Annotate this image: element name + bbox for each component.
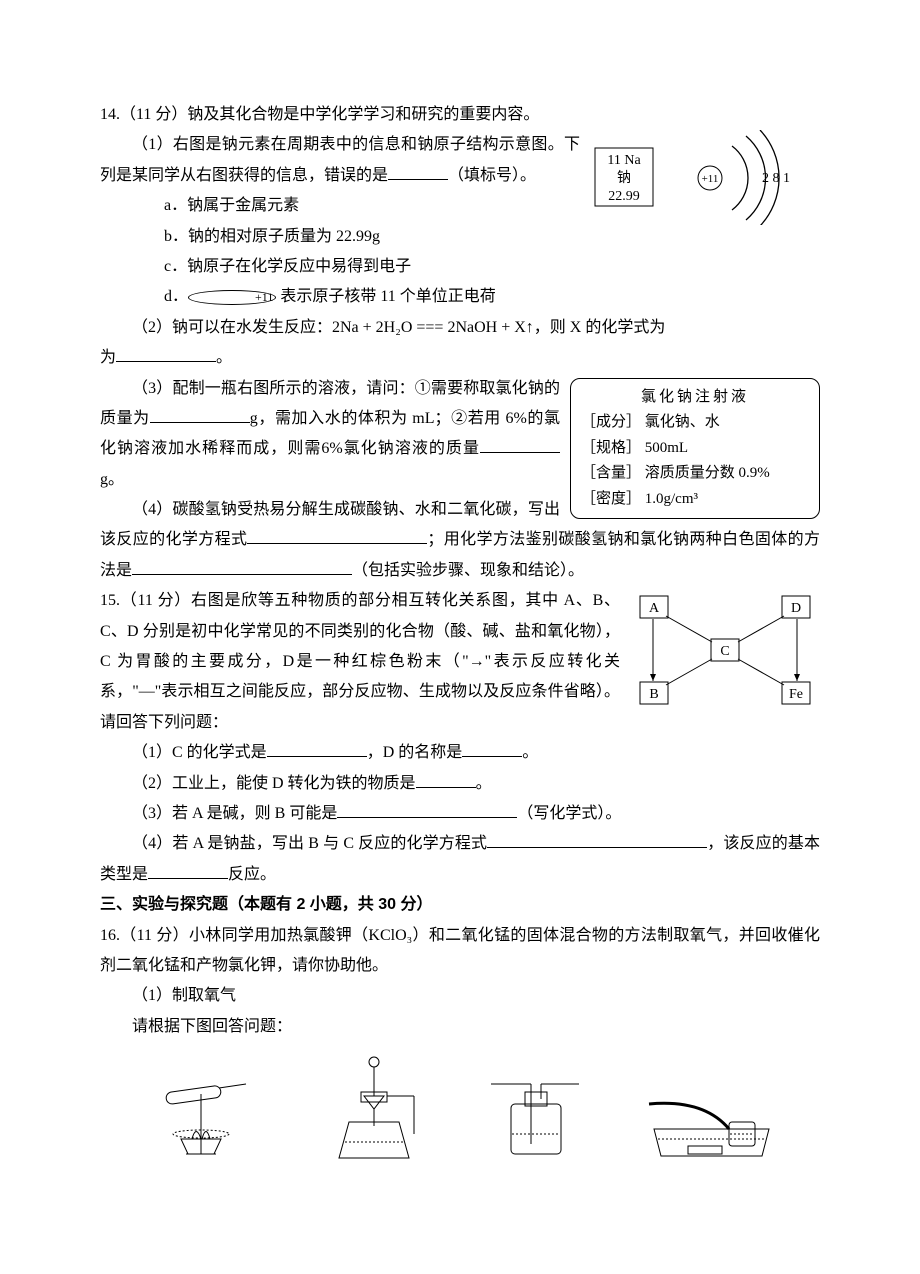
box-l2: ［规格］ 500mL [581,436,809,462]
svg-text:D: D [791,601,801,616]
svg-text:钠: 钠 [617,170,631,186]
blank [462,756,522,757]
q16-number: 16 [100,927,116,944]
question-14: 14.（11 分）钠及其化合物是中学化学学习和研究的重要内容。 11 Na 钠 … [100,100,820,586]
blank [480,452,560,453]
box-title: 氯化钠注射液 [581,385,809,411]
blank [150,422,250,423]
q15-p3: （3）若 A 是碱，则 B 可能是（写化学式）。 [100,799,820,829]
q14-number: 14 [100,106,116,123]
blank [116,361,216,362]
apparatus-heating-tube [146,1064,266,1164]
sodium-diagram-svg: 11 Na 钠 22.99 +11 2 8 1 [590,130,820,225]
q15-number: 15 [100,592,116,609]
svg-text:Fe: Fe [789,687,803,702]
blank [267,756,367,757]
question-15: A D C B Fe 15.（11 分）右图是欣等五种物质的部分相互转化关系图，… [100,586,820,890]
q15-p2: （2）工业上，能使 D 转化为铁的物质是。 [100,769,820,799]
q15-relations-svg: A D C B Fe [630,590,820,710]
svg-text:C: C [720,644,729,659]
nucleus-icon: +11 [188,290,276,305]
box-l3: ［含量］ 溶质质量分数 0.9% [581,461,809,487]
q16-p1: （1）制取氧气 [100,981,820,1011]
q15-p4: （4）若 A 是钠盐，写出 B 与 C 反应的化学方程式，该反应的基本类型是反应… [100,829,820,890]
q16-header: 16.（11 分）小林同学用加热氯酸钾（KClO₃）和二氧化锰的固体混合物的方法… [100,921,820,982]
q16-intro: 小林同学用加热氯酸钾（KClO₃）和二氧化锰的固体混合物的方法制取氧气，并回收催… [100,927,820,974]
q14-p2: （2）钠可以在水发生反应：2Na + 2H₂O === 2NaOH + X↑，则… [100,313,820,343]
svg-text:B: B [649,687,658,702]
blank [247,543,427,544]
box-l4: ［密度］ 1.0g/cm³ [581,487,809,513]
apparatus-figures [100,1054,820,1164]
q14-p2-line2: 为。 [100,343,820,373]
q14-header: 14.（11 分）钠及其化合物是中学化学学习和研究的重要内容。 [100,100,820,130]
apparatus-flask-funnel [319,1054,429,1164]
svg-text:22.99: 22.99 [608,189,640,204]
q14-opt-d: d．+11 表示原子核带 11 个单位正电荷 [100,282,820,312]
svg-text:2 8 1: 2 8 1 [762,171,790,186]
blank [388,179,448,180]
q15-diagram: A D C B Fe [630,590,820,721]
q16-points: （11 分） [120,927,189,944]
svg-text:11 Na: 11 Na [607,153,641,168]
apparatus-gas-wash-bottle [481,1074,591,1164]
blank [132,574,352,575]
blank [148,878,228,879]
q15-p1: （1）C 的化学式是，D 的名称是。 [100,738,820,768]
blank [337,817,517,818]
q15-points: （11 分） [120,592,191,609]
q14-points: （11 分） [120,106,187,123]
q14-intro: 钠及其化合物是中学化学学习和研究的重要内容。 [187,106,539,123]
nacl-box: 氯化钠注射液 ［成分］ 氯化钠、水 ［规格］ 500mL ［含量］ 溶质质量分数… [570,378,820,520]
box-l1: ［成分］ 氯化钠、水 [581,410,809,436]
periodic-diagram: 11 Na 钠 22.99 +11 2 8 1 [590,130,820,236]
section-3-header: 三、实验与探究题（本题有 2 小题，共 30 分） [100,890,820,920]
svg-text:+11: +11 [702,173,719,185]
blank [416,787,476,788]
q15-intro: 右图是欣等五种物质的部分相互转化关系图，其中 A、B、C、D 分别是初中化学常见… [100,592,620,731]
question-16: 16.（11 分）小林同学用加热氯酸钾（KClO₃）和二氧化锰的固体混合物的方法… [100,921,820,1165]
svg-text:A: A [649,601,660,616]
q14-opt-c: c．钠原子在化学反应中易得到电子 [100,252,820,282]
blank [487,847,707,848]
q16-p2: 请根据下图回答问题： [100,1012,820,1042]
apparatus-water-trough [644,1084,774,1164]
